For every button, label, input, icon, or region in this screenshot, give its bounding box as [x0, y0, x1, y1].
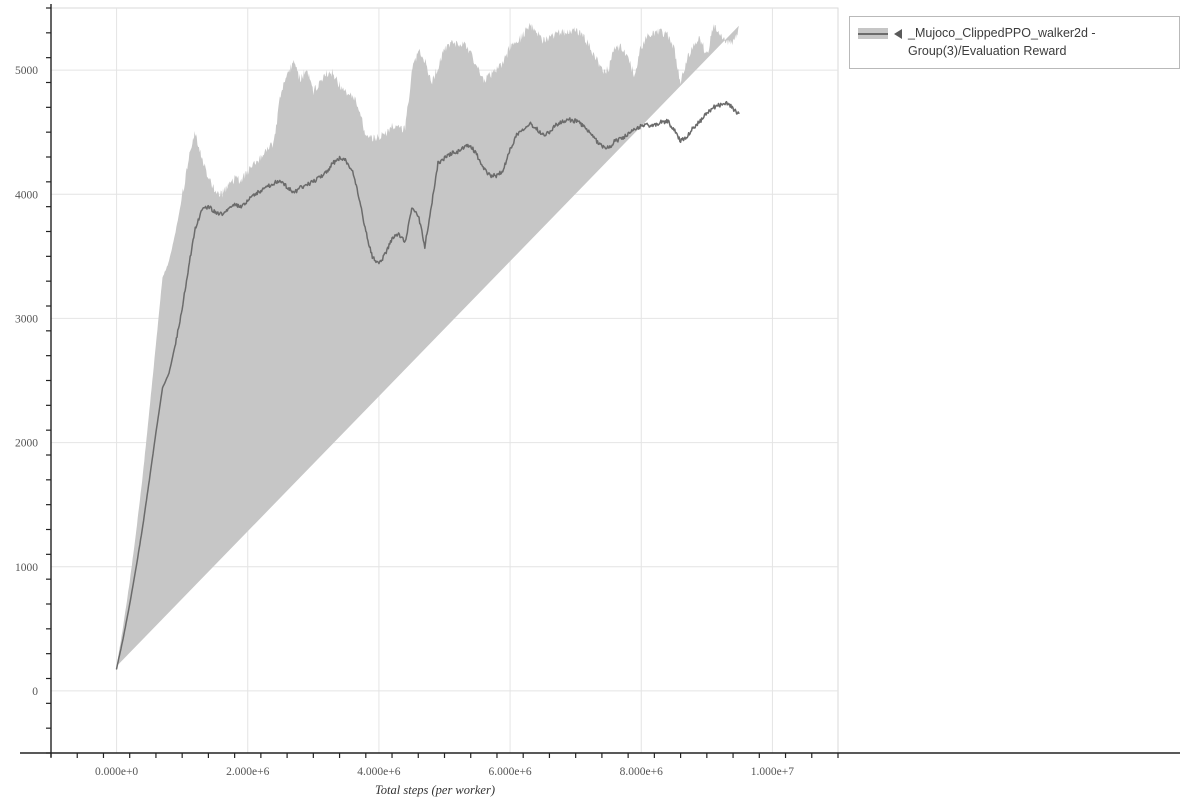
- x-axis-title: Total steps (per worker): [375, 783, 495, 797]
- x-tick-label: 6.000e+6: [488, 766, 531, 778]
- left-triangle-marker-icon: [894, 29, 902, 39]
- tick-labels: 0 1000 2000 3000 4000 5000 0.000e+0 2.000e+6 4.0…: [15, 65, 794, 778]
- y-tick-label: 3000: [15, 313, 38, 325]
- x-tick-label: 0.000e+0: [95, 766, 138, 778]
- legend-swatch-icon: [858, 26, 888, 41]
- x-tick-label: 4.000e+6: [357, 766, 400, 778]
- x-tick-label: 8.000e+6: [620, 766, 663, 778]
- legend-line-swatch: [858, 33, 888, 35]
- y-tick-label: 2000: [15, 438, 38, 450]
- series-line: [115, 100, 740, 670]
- y-tick-label: 0: [32, 686, 38, 698]
- mean-reward-line: [115, 100, 740, 670]
- y-tick-label: 5000: [15, 65, 38, 77]
- y-tick-label: 1000: [15, 562, 38, 574]
- y-tick-label: 4000: [15, 189, 38, 201]
- x-tick-label: 2.000e+6: [226, 766, 269, 778]
- x-tick-label: 1.000e+7: [751, 766, 794, 778]
- chart-legend[interactable]: _Mujoco_ClippedPPO_walker2d - Group(3)/E…: [849, 16, 1180, 69]
- axes: [20, 4, 1180, 758]
- legend-entry-label: _Mujoco_ClippedPPO_walker2d - Group(3)/E…: [908, 26, 1096, 58]
